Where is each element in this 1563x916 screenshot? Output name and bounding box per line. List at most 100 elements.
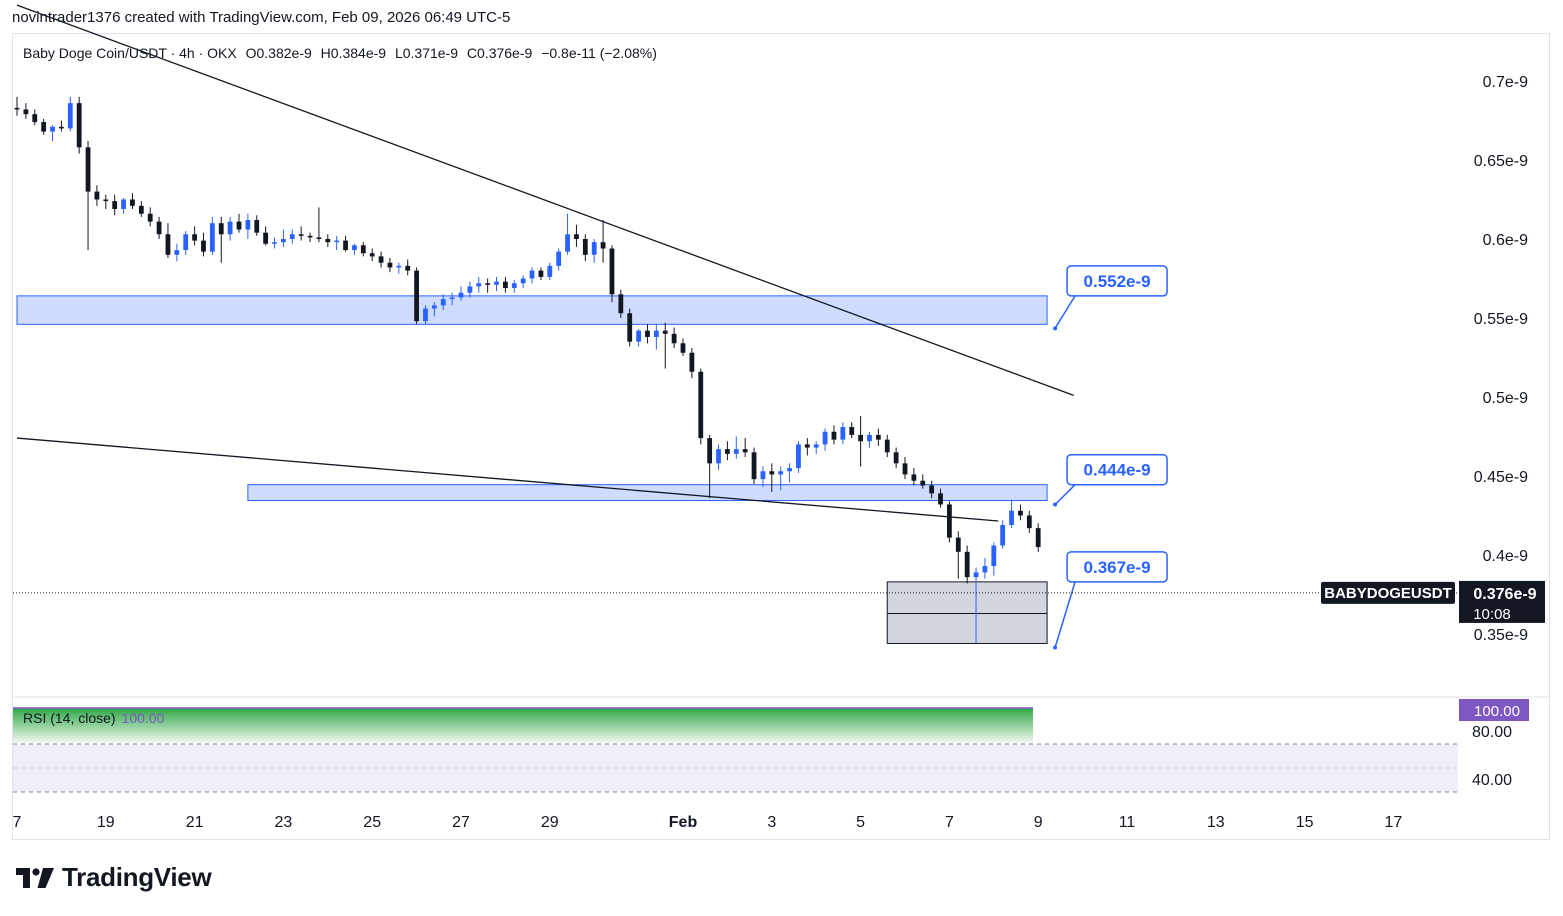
candle: [360, 242, 366, 257]
candle: [236, 213, 242, 233]
candle: [849, 422, 855, 439]
x-tick-label: 19: [97, 814, 115, 831]
rsi-overbought-fill: [13, 708, 1033, 744]
rsi-value-badge-text: 100.00: [1474, 703, 1520, 720]
candle-body: [414, 270, 419, 322]
candle: [1018, 504, 1023, 521]
candle: [431, 302, 437, 317]
y-tick-label: 0.45e-9: [1474, 469, 1528, 486]
candle: [1009, 499, 1014, 529]
candle: [680, 338, 686, 356]
candle: [964, 545, 970, 584]
candle: [485, 278, 491, 293]
candle-body: [254, 220, 260, 233]
candle: [867, 431, 872, 448]
candle-body: [973, 572, 979, 578]
x-tick-label: Feb: [669, 814, 698, 831]
callout-leader: [1054, 295, 1076, 329]
candle-body: [352, 245, 357, 251]
candle-body: [1009, 510, 1014, 525]
candle: [955, 531, 961, 579]
candle: [1026, 510, 1032, 533]
candle: [23, 103, 29, 119]
candle-body: [698, 371, 704, 439]
rsi-value-badge: [1459, 699, 1529, 721]
rsi-title: RSI (14, close): [23, 710, 116, 726]
x-tick-label: 21: [186, 814, 204, 831]
candle-body: [476, 283, 482, 287]
candle-body: [41, 122, 47, 132]
callout-anchor: [1053, 502, 1058, 507]
candle-body: [281, 239, 286, 243]
candle: [742, 438, 748, 458]
candle-body: [636, 330, 641, 342]
candle: [707, 434, 713, 499]
y-tick-label: 0.7e-9: [1483, 74, 1528, 91]
candle-body: [431, 305, 437, 309]
candle: [893, 447, 899, 469]
x-tick-label: 9: [1034, 814, 1043, 831]
x-tick-label: 17: [1385, 814, 1403, 831]
candle: [733, 436, 739, 459]
candle: [556, 248, 562, 271]
ticker-badge: [1321, 581, 1455, 604]
candle-body: [955, 537, 961, 552]
rsi-level-label: 40.00: [1472, 772, 1512, 789]
candle: [778, 466, 784, 491]
y-tick-label: 0.4e-9: [1483, 548, 1528, 565]
candle-body: [263, 232, 269, 244]
candle-body: [893, 452, 899, 464]
tradingview-logo[interactable]: TradingView: [16, 862, 212, 893]
candle: [298, 226, 304, 241]
candle: [76, 96, 82, 154]
candle-body: [609, 248, 615, 295]
candle: [67, 96, 73, 132]
candle: [156, 216, 162, 239]
candle-body: [529, 270, 535, 279]
candle: [973, 567, 979, 644]
candle: [716, 444, 721, 470]
candle: [831, 425, 837, 445]
candle-body: [627, 313, 633, 342]
candle: [725, 441, 730, 461]
candle-body: [289, 234, 295, 239]
candle: [920, 474, 926, 489]
candle: [281, 229, 286, 247]
ticker-badge-text: BABYDOGEUSDT: [1324, 585, 1452, 602]
candle: [183, 231, 189, 255]
y-tick-label: 0.65e-9: [1474, 153, 1528, 170]
candle: [94, 185, 100, 206]
y-tick-label: 0.35e-9: [1474, 627, 1528, 644]
candle: [520, 275, 526, 288]
price-badge-countdown: 10:08: [1473, 606, 1511, 623]
candle-body: [298, 234, 304, 236]
callout-box: [1066, 453, 1168, 486]
candle-body: [1018, 510, 1023, 516]
candle-body: [440, 299, 446, 306]
candle: [938, 488, 943, 508]
candle: [449, 292, 455, 306]
candle-body: [707, 438, 713, 464]
candle: [130, 193, 135, 209]
x-axis: 7 19 21 23 25 27 29 Feb 3 5 7 9 11 13 15 17: [13, 814, 1403, 831]
candle: [494, 276, 499, 292]
candle-body: [653, 330, 659, 337]
candle-body: [369, 253, 375, 257]
callout-anchor: [1053, 645, 1058, 650]
candle: [547, 262, 553, 281]
y-tick-label: 0.5e-9: [1483, 390, 1528, 407]
candle-body: [822, 431, 828, 445]
candle-body: [849, 427, 855, 435]
candle: [645, 324, 650, 344]
candle: [822, 428, 828, 451]
y-axis: 0.7e-9 0.65e-9 0.6e-9 0.55e-9 0.5e-9 0.45e-9 0…: [1474, 74, 1528, 644]
candle-body: [671, 333, 677, 344]
tradingview-logo-icon: [16, 867, 54, 888]
candle-body: [1000, 524, 1006, 546]
candle-body: [565, 234, 570, 252]
candle: [529, 267, 535, 284]
candle: [307, 232, 313, 243]
candle-body: [547, 265, 553, 277]
candle-body: [378, 256, 384, 263]
